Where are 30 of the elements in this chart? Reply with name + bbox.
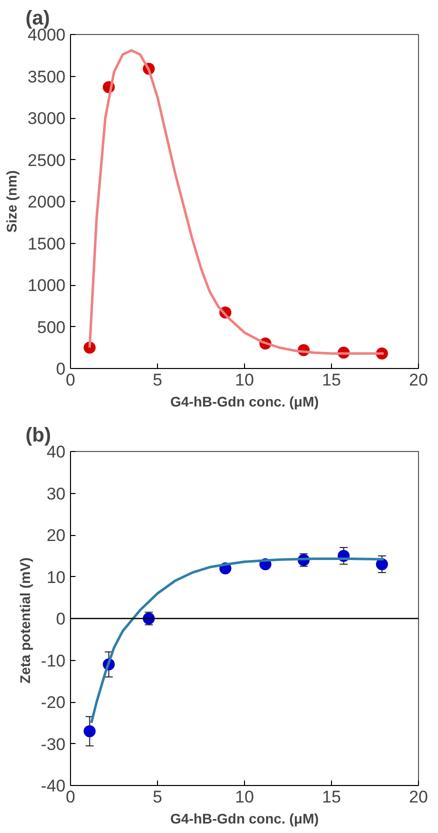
y-tick-label: 30 — [46, 484, 66, 504]
y-tick-label: 2000 — [28, 192, 66, 212]
y-tick-label: -30 — [40, 734, 66, 754]
x-axis-title: G4-hB-Gdn conc. (μM) — [170, 810, 319, 826]
y-tick-label: 0 — [56, 610, 66, 628]
x-tick-label: 5 — [152, 788, 162, 806]
y-tick-label: -10 — [40, 651, 66, 670]
chart-title: (b) — [26, 424, 52, 446]
y-axis-title: Zeta potential (mV) — [16, 557, 33, 684]
x-tick-label: 20 — [409, 370, 428, 390]
x-tick-label: 15 — [322, 370, 341, 390]
y-tick-label: 3000 — [28, 109, 66, 128]
y-tick-label: -20 — [40, 693, 66, 712]
point — [376, 558, 388, 570]
y-tick-label: 1000 — [28, 276, 66, 295]
y-tick-label: 10 — [46, 568, 66, 587]
x-tick-label: 10 — [235, 788, 254, 806]
x-tick-label: 5 — [152, 370, 162, 390]
y-axis-title: Size (nm) — [4, 170, 20, 233]
x-axis-title: G4-hB-Gdn conc. (μM) — [170, 394, 319, 410]
x-tick-label: 15 — [322, 788, 341, 806]
y-tick-label: 500 — [37, 318, 66, 337]
y-tick-label: 2500 — [28, 150, 66, 170]
y-tick-label: -40 — [40, 776, 66, 796]
y-tick-label: 3500 — [28, 67, 66, 86]
x-tick-label: 20 — [409, 788, 428, 806]
y-tick-label: 20 — [46, 526, 66, 545]
x-tick-label: 10 — [235, 370, 254, 390]
y-tick-label: 1500 — [28, 234, 66, 254]
point — [84, 725, 96, 738]
